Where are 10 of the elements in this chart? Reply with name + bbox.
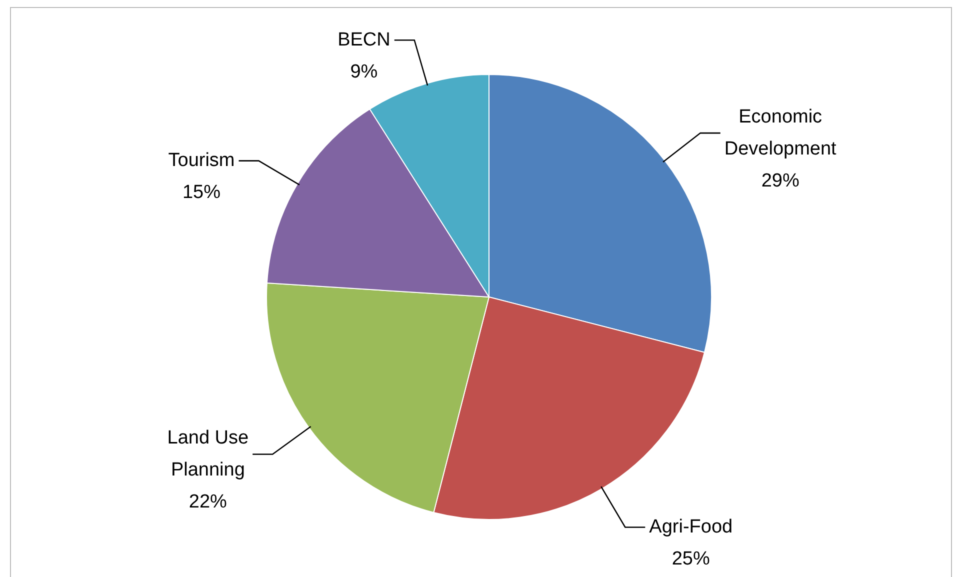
slice-label: Tourism	[168, 150, 235, 172]
data-label: 15%	[182, 182, 221, 204]
data-label: 9%	[350, 61, 378, 82]
slice-label: Agri-Food	[649, 516, 733, 538]
slice-label: Land Use Planning	[167, 427, 249, 480]
slice-label: BECN	[338, 29, 390, 50]
data-label: 25%	[672, 548, 710, 570]
data-label: 22%	[188, 491, 228, 512]
slice-label: Economic Development	[724, 106, 838, 160]
data-label: 29%	[761, 170, 800, 192]
